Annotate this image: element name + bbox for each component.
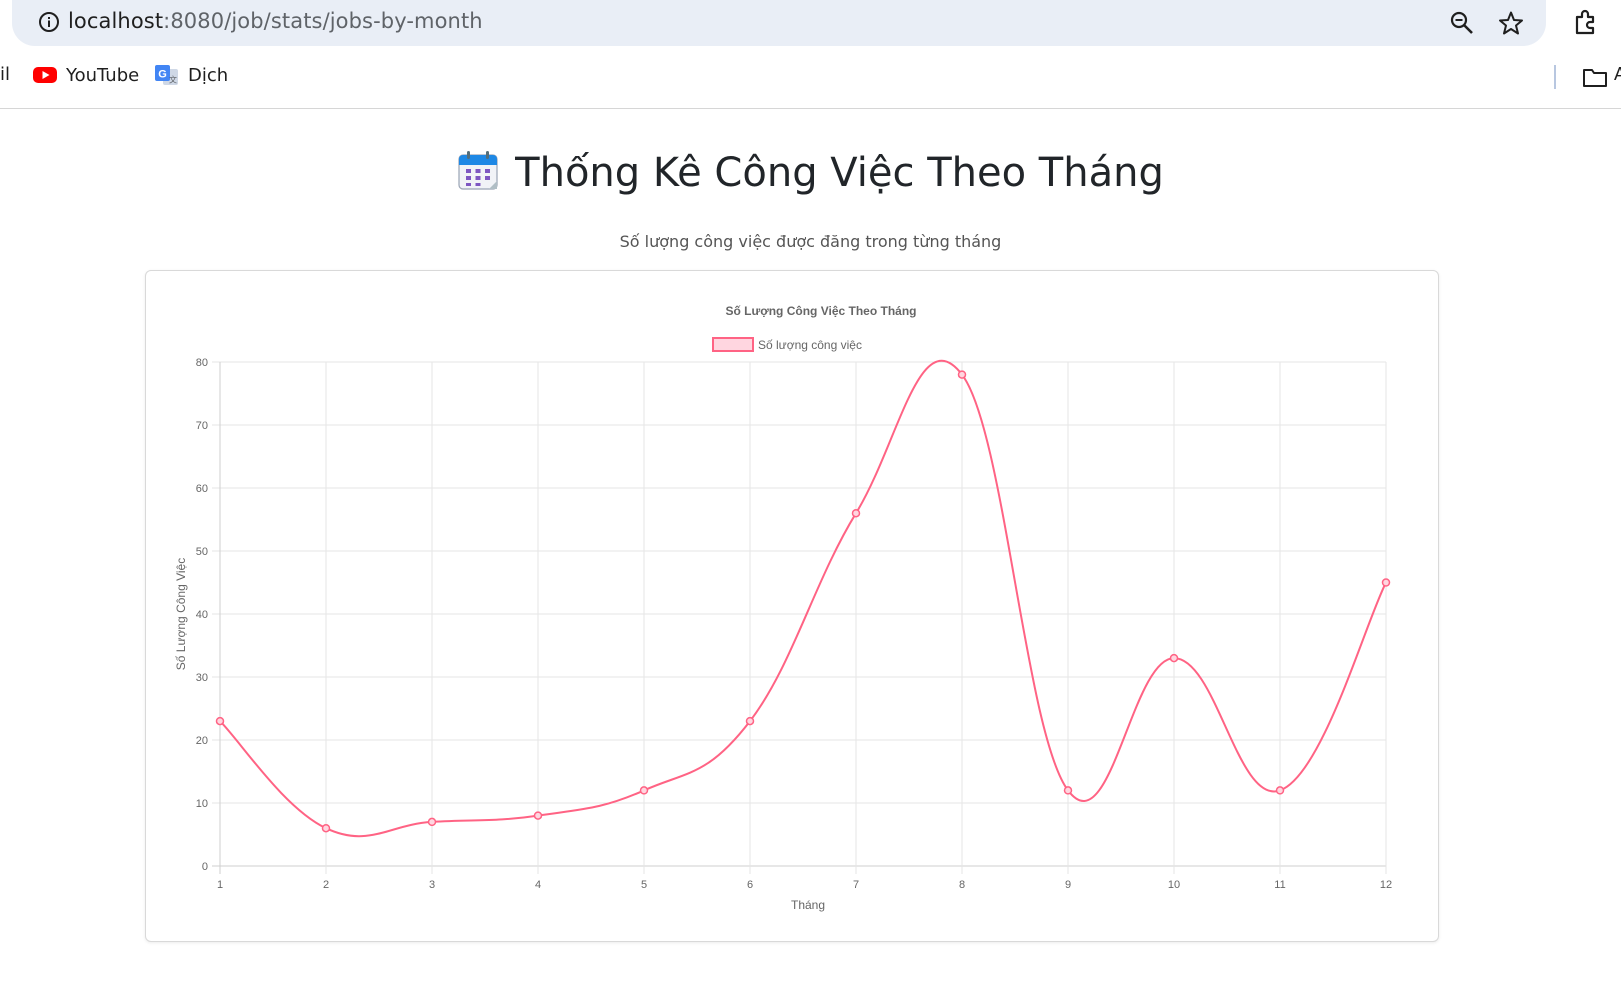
bookmark-label: Dịch [188, 64, 229, 86]
y-tick-label: 0 [202, 861, 208, 873]
x-tick-label: 5 [641, 879, 647, 891]
data-point [851, 508, 861, 518]
url-text[interactable]: localhost:8080/job/stats/jobs-by-month [68, 9, 483, 33]
data-point [321, 823, 331, 833]
x-tick-label: 9 [1065, 879, 1071, 891]
x-tick-label: 4 [535, 879, 541, 891]
y-tick-label: 10 [196, 798, 208, 810]
data-point [427, 817, 437, 827]
x-tick-label: 7 [853, 879, 859, 891]
x-tick-label: 6 [747, 879, 753, 891]
data-point [1063, 786, 1073, 795]
x-tick-label: 3 [429, 879, 435, 891]
page-title: Thống Kê Công Việc Theo Tháng [0, 150, 1621, 196]
data-point [639, 786, 649, 795]
data-point [533, 811, 543, 820]
y-axis-label: Số Lượng Công Việc [174, 558, 188, 670]
x-tick-label: 10 [1168, 879, 1180, 891]
legend-label: Số lượng công việc [758, 338, 862, 352]
calendar-icon [458, 151, 498, 190]
browser-chrome: localhost:8080/job/stats/jobs-by-month i… [0, 0, 1621, 109]
y-tick-label: 20 [196, 735, 208, 747]
chart-title: Số Lượng Công Việc Theo Tháng [726, 304, 917, 318]
url-host: localhost [68, 9, 164, 33]
svg-text:文: 文 [169, 75, 177, 85]
y-tick-label: 40 [196, 609, 208, 621]
bookmark-folder-label[interactable]: A [1614, 64, 1621, 84]
data-point [1169, 653, 1179, 663]
info-icon[interactable] [38, 11, 60, 33]
data-point [957, 370, 967, 379]
data-point [1275, 786, 1285, 795]
zoom-icon[interactable] [1449, 10, 1475, 36]
bookmark-item-translate[interactable]: G 文 Dịch [154, 64, 228, 86]
x-tick-label: 11 [1274, 879, 1285, 891]
star-icon[interactable] [1498, 10, 1524, 36]
y-tick-label: 60 [196, 483, 208, 495]
y-tick-label: 70 [196, 420, 208, 432]
x-tick-label: 8 [959, 879, 965, 891]
x-axis-label: Tháng [791, 898, 825, 912]
folder-icon[interactable] [1582, 66, 1608, 88]
series-line [219, 359, 1387, 838]
page-subtitle: Số lượng công việc được đăng trong từng … [619, 232, 1002, 251]
data-point [745, 716, 755, 726]
google-translate-icon: G 文 [155, 65, 178, 85]
bookmarks-bar: il YouTube G 文 Dịch A [0, 56, 1621, 96]
extensions-icon[interactable] [1572, 8, 1600, 36]
y-tick-label: 30 [196, 672, 208, 684]
y-tick-label: 50 [196, 546, 208, 558]
data-point [215, 716, 225, 726]
line-chart: Số Lượng Công Việc Theo Tháng Số lượng cô… [174, 304, 1392, 912]
bookmarks-divider [1554, 65, 1556, 89]
youtube-icon [33, 67, 57, 83]
x-tick-label: 2 [323, 879, 329, 891]
legend-swatch [712, 337, 754, 352]
x-tick-label: 12 [1380, 879, 1392, 891]
y-tick-label: 80 [196, 357, 208, 369]
url-path: :8080/job/stats/jobs-by-month [163, 9, 483, 33]
x-tick-label: 1 [217, 879, 223, 891]
bookmark-label: YouTube [66, 64, 140, 86]
data-point [1381, 578, 1391, 587]
page-title-text: Thống Kê Công Việc Theo Tháng [515, 150, 1164, 196]
svg-text:G: G [158, 69, 167, 81]
bookmark-item-cut[interactable]: il [0, 64, 11, 85]
chart-card: Số Lượng Công Việc Theo Tháng Số lượng cô… [145, 270, 1439, 942]
bookmark-item-youtube[interactable]: YouTube [32, 64, 139, 86]
address-bar[interactable]: localhost:8080/job/stats/jobs-by-month [12, 0, 1546, 46]
